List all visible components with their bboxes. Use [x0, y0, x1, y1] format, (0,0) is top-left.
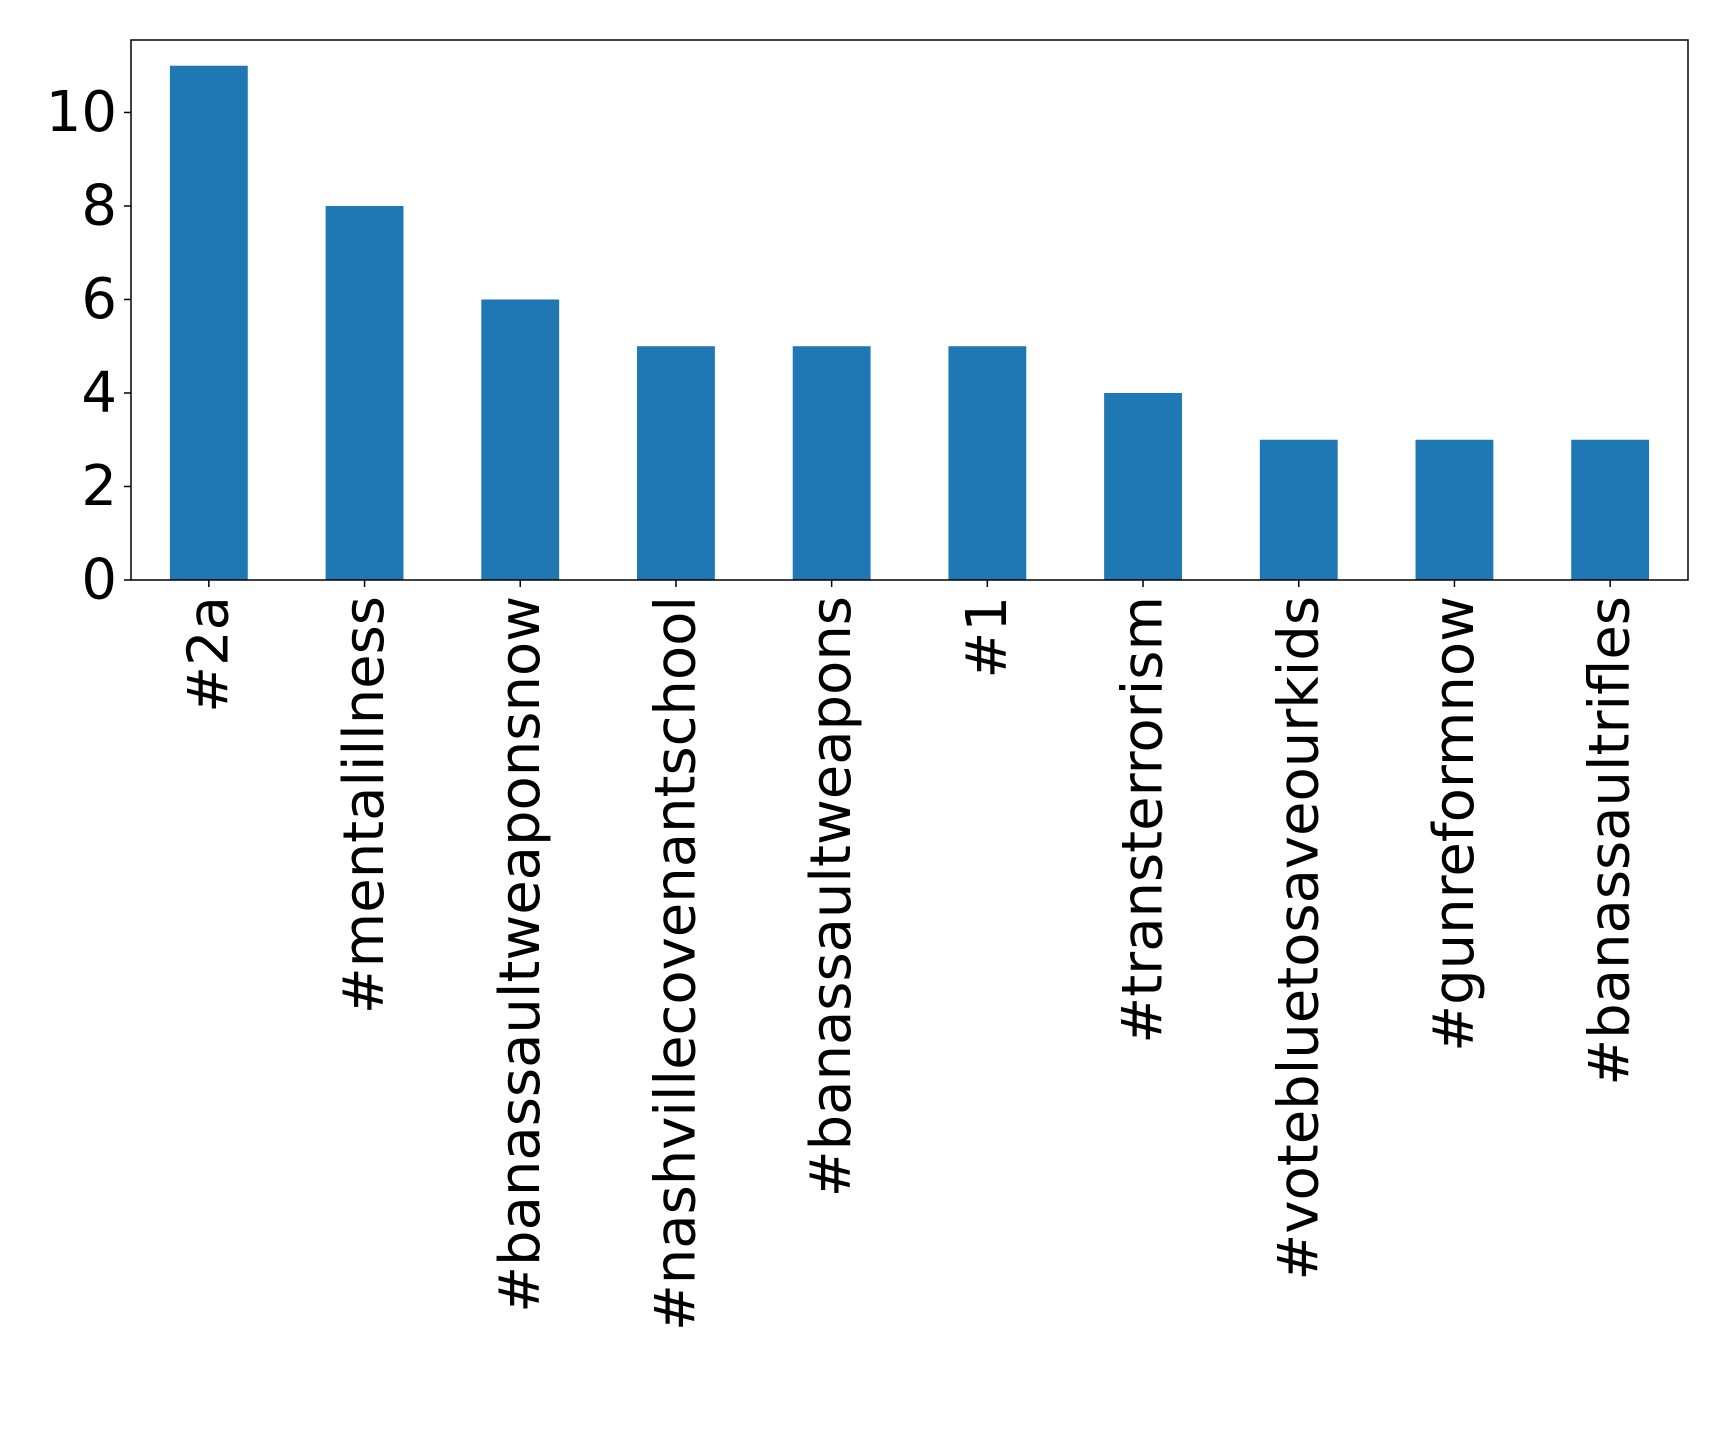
bar-1 — [325, 205, 404, 580]
y-tick-label-4: 8 — [81, 173, 117, 238]
x-tick-label-8: #gunreformnow — [1422, 596, 1487, 1052]
x-tick-label-0: #2a — [176, 596, 241, 713]
bar-2 — [481, 299, 560, 580]
x-tick-label-7: #votebluetosaveourkids — [1266, 596, 1331, 1281]
y-tick-label-3: 6 — [81, 267, 117, 332]
x-tick-label-6: #transterrorism — [1111, 596, 1176, 1044]
y-tick-label-5: 10 — [46, 80, 117, 145]
x-tick-label-3: #nashvillecovenantschool — [643, 596, 708, 1331]
bar-5 — [948, 346, 1027, 580]
y-axis: 0 2 4 6 8 10 — [46, 80, 131, 613]
bar-7 — [1259, 439, 1338, 580]
bar-9 — [1571, 439, 1650, 580]
y-tick-label-1: 2 — [81, 454, 117, 519]
bar-4 — [792, 346, 871, 580]
x-tick-label-9: #banassaultrifles — [1578, 596, 1643, 1086]
x-tick-label-1: #mentalillness — [332, 596, 397, 1014]
bar-8 — [1415, 439, 1494, 580]
bar-0 — [169, 65, 248, 580]
x-tick-label-2: #banassaultweaponsnow — [488, 596, 553, 1313]
x-axis: #2a #mentalillness #banassaultweaponsnow #n… — [176, 580, 1643, 1331]
plot-area-frame — [130, 39, 1689, 581]
y-tick-label-0: 0 — [81, 548, 117, 613]
bar-6 — [1104, 392, 1182, 580]
bar-3 — [637, 346, 715, 580]
x-tick-label-5: #1 — [955, 596, 1020, 679]
x-tick-label-4: #banassaultweapons — [799, 596, 864, 1197]
bars-group — [169, 65, 1650, 580]
y-tick-label-2: 4 — [81, 360, 117, 425]
